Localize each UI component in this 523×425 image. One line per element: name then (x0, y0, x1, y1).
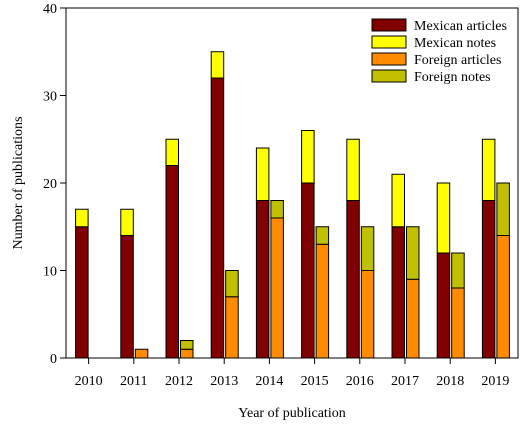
y-axis-label: Number of publications (11, 117, 26, 250)
bar-foreign-notes-2015 (315, 226, 330, 245)
legend-label: Mexican notes (414, 36, 496, 51)
bar-mexican-articles-2016 (346, 200, 360, 359)
legend-swatch (371, 35, 407, 49)
legend-label: Foreign articles (414, 53, 501, 68)
legend-swatch (371, 52, 407, 66)
bar-foreign-articles-2015 (315, 243, 330, 359)
bar-foreign-notes-2018 (451, 252, 465, 289)
bar-foreign-notes-2013 (225, 270, 239, 298)
bar-mexican-notes-2019 (481, 138, 496, 201)
bar-mexican-notes-2017 (391, 173, 405, 228)
bar-foreign-notes-2012 (180, 340, 194, 350)
bar-mexican-articles-2013 (210, 77, 225, 359)
bar-mexican-articles-2010 (75, 226, 89, 359)
bar-foreign-articles-2012 (180, 348, 194, 359)
legend-swatch (371, 69, 407, 83)
legend-swatch (371, 18, 407, 32)
legend-label: Mexican articles (414, 19, 507, 34)
bar-mexican-notes-2014 (255, 147, 270, 201)
bar-foreign-notes-2016 (360, 226, 375, 271)
legend: Mexican articles Mexican notes Foreign art… (371, 18, 507, 85)
bar-foreign-notes-2014 (270, 200, 284, 219)
bar-foreign-articles-2014 (270, 217, 284, 359)
x-tick-label: 2013 (210, 374, 238, 389)
bar-foreign-articles-2017 (406, 278, 420, 359)
bar-foreign-articles-2018 (451, 287, 465, 359)
y-tick-label: 10 (43, 265, 57, 280)
x-tick-label: 2017 (391, 374, 419, 389)
bar-foreign-articles-2016 (360, 270, 375, 359)
x-tick-label: 2015 (301, 374, 329, 389)
bar-mexican-articles-2015 (301, 182, 315, 359)
bar-mexican-notes-2018 (436, 182, 451, 254)
bar-mexican-articles-2014 (255, 200, 270, 359)
x-tick-label: 2019 (481, 374, 509, 389)
bar-mexican-articles-2012 (165, 165, 179, 359)
x-tick-label: 2016 (346, 374, 374, 389)
x-tick-label: 2011 (120, 374, 147, 389)
y-tick-label: 0 (50, 352, 57, 367)
bar-mexican-articles-2011 (120, 235, 134, 359)
bar-mexican-notes-2015 (301, 130, 315, 184)
axes: 0 10 20 30 40 2010 2011 2012 2013 2014 2015 2016 201… (43, 2, 519, 389)
bars (75, 51, 510, 359)
bar-mexican-notes-2011 (120, 208, 134, 236)
bar-foreign-notes-2019 (496, 182, 510, 236)
bar-foreign-notes-2017 (406, 226, 420, 280)
bar-foreign-articles-2011 (134, 348, 149, 359)
bar-mexican-notes-2013 (210, 51, 225, 79)
y-tick-label: 40 (43, 2, 57, 17)
bar-mexican-articles-2018 (436, 252, 451, 359)
bar-mexican-notes-2010 (75, 208, 89, 228)
bar-foreign-articles-2013 (225, 296, 239, 359)
x-tick-label: 2012 (165, 374, 193, 389)
bar-mexican-articles-2017 (391, 226, 405, 359)
x-axis-label: Year of publication (238, 406, 345, 421)
x-tick-label: 2010 (75, 374, 103, 389)
y-tick-label: 30 (43, 90, 57, 105)
bar-mexican-articles-2019 (481, 200, 496, 359)
bar-mexican-notes-2012 (165, 138, 179, 166)
x-tick-label: 2014 (255, 374, 283, 389)
bar-mexican-notes-2016 (346, 138, 360, 201)
x-tick-label: 2018 (436, 374, 464, 389)
legend-label: Foreign notes (414, 70, 491, 85)
y-tick-label: 20 (43, 177, 57, 192)
bar-foreign-articles-2019 (496, 235, 510, 359)
